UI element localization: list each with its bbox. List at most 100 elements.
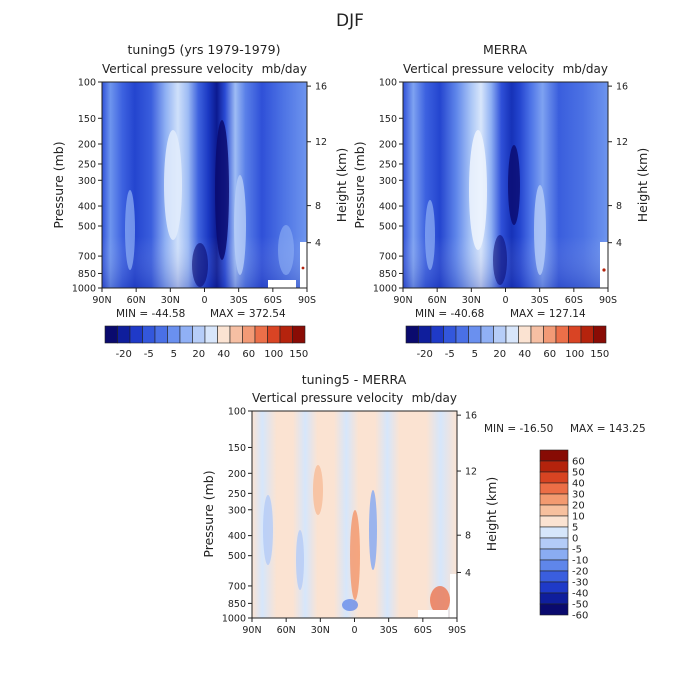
colorbar-label: 100 <box>565 349 584 360</box>
colorbar-box <box>539 449 569 462</box>
y-right-tick-label: 8 <box>465 531 471 542</box>
colorbar-box <box>167 325 181 344</box>
y-tick-label: 1000 <box>222 614 246 625</box>
y-tick-label: 300 <box>379 176 397 187</box>
colorbar-box <box>468 325 482 344</box>
colorbar-box <box>539 515 569 528</box>
x-tick-label: 60S <box>565 295 583 306</box>
colorbar-box <box>405 325 419 344</box>
colorbar-box <box>539 603 569 616</box>
colorbar-label: 50 <box>572 468 585 479</box>
y-tick-label: 200 <box>228 469 246 480</box>
colorbar-box <box>430 325 444 344</box>
colorbar-box <box>267 325 281 344</box>
y-tick-label: 250 <box>228 489 246 500</box>
y-right-tick-label: 12 <box>616 137 628 148</box>
colorbar-box <box>539 570 569 583</box>
y-tick-label: 500 <box>78 221 96 232</box>
colorbar-box <box>530 325 544 344</box>
colorbar-label: 100 <box>264 349 283 360</box>
y-tick-label: 200 <box>379 140 397 151</box>
x-tick-label: 90S <box>298 295 316 306</box>
model-ylabel: Pressure (mb) <box>51 141 66 228</box>
obs-ylabel: Pressure (mb) <box>352 141 367 228</box>
colorbar-box <box>555 325 569 344</box>
colorbar-label: 150 <box>289 349 308 360</box>
colorbar-label: 20 <box>572 501 585 512</box>
colorbar-label: -40 <box>572 589 588 600</box>
x-tick-label: 90N <box>393 295 412 306</box>
colorbar-box <box>539 592 569 605</box>
colorbar-label: -5 <box>572 545 582 556</box>
colorbar-box <box>229 325 243 344</box>
colorbar-label: -20 <box>116 349 132 360</box>
diff-title: tuning5 - MERRA <box>302 372 407 387</box>
y-tick-label: 700 <box>228 581 246 592</box>
colorbar-label: 150 <box>590 349 609 360</box>
colorbar-box <box>104 325 118 344</box>
colorbar-box <box>539 471 569 484</box>
obs-subtitle-right: mb/day <box>563 62 608 76</box>
y-tick-label: 850 <box>379 269 397 280</box>
colorbar-label: -20 <box>572 567 588 578</box>
colorbar-box <box>204 325 218 344</box>
colorbar-label: 40 <box>518 349 531 360</box>
colorbar-box <box>580 325 594 344</box>
y-tick-label: 700 <box>78 252 96 263</box>
colorbar-label: -50 <box>572 600 588 611</box>
model-min-label: MIN = -44.58 <box>116 308 185 320</box>
colorbar-box <box>443 325 457 344</box>
y-tick-label: 250 <box>379 159 397 170</box>
x-tick-label: 30N <box>161 295 180 306</box>
colorbar-label: -30 <box>572 578 588 589</box>
model-subtitle-left: Vertical pressure velocity <box>102 62 253 76</box>
y-tick-label: 100 <box>78 78 96 89</box>
colorbar-label: 30 <box>572 490 585 501</box>
x-tick-label: 90S <box>448 625 466 636</box>
obs-max-label: MAX = 127.14 <box>510 308 586 320</box>
colorbar-box <box>539 460 569 473</box>
x-tick-label: 90S <box>599 295 617 306</box>
colorbar-box <box>142 325 156 344</box>
colorbar-box <box>568 325 582 344</box>
colorbar-label: 20 <box>192 349 205 360</box>
colorbar-label: 5 <box>472 349 478 360</box>
colorbar-label: 40 <box>572 479 585 490</box>
colorbar-label: 40 <box>217 349 230 360</box>
y-right-tick-label: 4 <box>315 238 321 249</box>
obs-ylabel-right: Height (km) <box>635 148 650 222</box>
diff-min-label: MIN = -16.50 <box>484 423 553 435</box>
x-tick-label: 60S <box>414 625 432 636</box>
y-right-tick-label: 12 <box>465 467 477 478</box>
colorbar-box <box>117 325 131 344</box>
x-tick-label: 0 <box>201 295 207 306</box>
x-tick-label: 30S <box>380 625 398 636</box>
colorbar-box <box>179 325 193 344</box>
model-colorbar: -20 -5 5 20 40 60 100 150 <box>104 325 308 360</box>
y-right-tick-label: 16 <box>315 82 327 93</box>
colorbar-label: -10 <box>572 556 588 567</box>
y-right-tick-label: 8 <box>616 201 622 212</box>
diff-subtitle-right: mb/day <box>412 391 457 405</box>
colorbar-label: -5 <box>445 349 455 360</box>
y-tick-label: 700 <box>379 252 397 263</box>
model-panel: tuning5 (yrs 1979-1979) Vertical pressur… <box>51 42 349 360</box>
colorbar-label: 60 <box>572 457 585 468</box>
y-tick-label: 300 <box>78 176 96 187</box>
colorbar-label: 20 <box>493 349 506 360</box>
colorbar-box <box>539 504 569 517</box>
colorbar-box <box>242 325 256 344</box>
colorbar-label: 5 <box>572 523 578 534</box>
colorbar-box <box>129 325 143 344</box>
x-tick-label: 60N <box>127 295 146 306</box>
y-right-tick-label: 16 <box>465 411 477 422</box>
x-tick-label: 90N <box>242 625 261 636</box>
model-max-label: MAX = 372.54 <box>210 308 286 320</box>
colorbar-box <box>543 325 557 344</box>
y-tick-label: 1000 <box>373 284 397 295</box>
colorbar-label: -20 <box>417 349 433 360</box>
obs-min-label: MIN = -40.68 <box>415 308 484 320</box>
colorbar-box <box>480 325 494 344</box>
obs-title: MERRA <box>483 42 528 57</box>
